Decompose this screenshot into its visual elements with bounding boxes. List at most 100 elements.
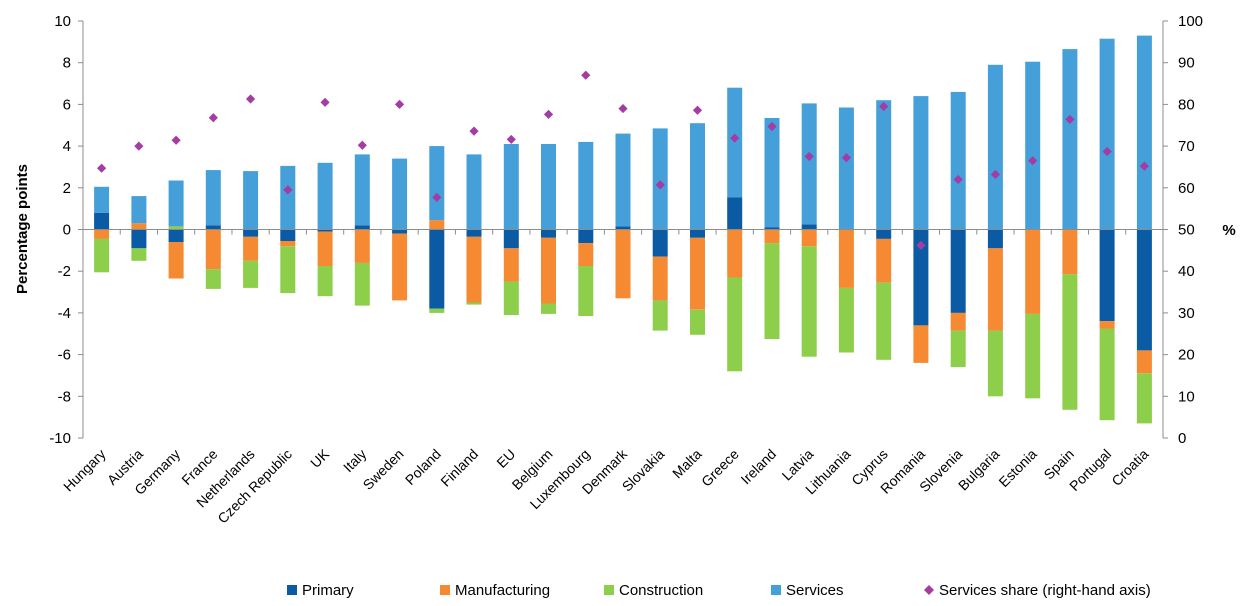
services-share-marker-denmark [618,103,628,114]
services-share-marker-malta [692,105,703,115]
bar-manufacturing-hungary [94,229,110,239]
bar-construction-ireland [764,243,780,339]
services-share-marker-czech-republic [283,185,293,195]
bar-construction-spain [1062,274,1078,410]
y2-tick-label: 50 [1178,222,1195,239]
bar-construction-belgium [541,303,556,314]
services-share-marker-netherlands [245,94,256,104]
bar-primary-netherlands [243,229,259,237]
bar-services-lithuania [838,107,854,230]
y2-tick-label: 60 [1178,180,1195,197]
bar-primary-denmark [615,226,631,230]
bar-construction-latvia [801,246,817,357]
bar-manufacturing-lithuania [838,229,854,288]
bar-construction-slovakia [652,300,668,331]
bar-manufacturing-spain [1062,229,1078,275]
services-share-marker-poland [432,192,442,202]
y-axis-title: Percentage points [14,164,31,294]
bar-services-malta [690,123,705,230]
bar-services-austria [131,196,147,224]
bar-primary-malta [690,229,705,238]
legend-swatch-construction [604,585,614,595]
bar-manufacturing-belgium [541,237,556,304]
bar-primary-croatia [1136,229,1152,351]
bar-construction-uk [317,266,333,297]
bar-construction-luxembourg [578,266,594,316]
bar-construction-france [205,269,221,289]
bar-services-luxembourg [578,141,594,230]
bar-primary-germany [168,229,184,242]
services-share-marker-france [208,113,218,123]
bar-manufacturing-france [205,229,221,270]
services-share-marker-uk [320,97,330,107]
bar-services-uk [317,162,333,230]
services-share-marker-latvia [804,151,814,162]
y-tick-label: -10 [49,430,71,447]
bar-primary-latvia [801,224,817,230]
bar-manufacturing-sweden [392,233,408,301]
bar-construction-germany [168,226,184,230]
bar-manufacturing-portugal [1099,321,1115,329]
bar-primary-ireland [764,227,780,230]
legend-label: Construction [619,582,703,599]
bar-manufacturing-malta [690,237,705,310]
bar-primary-portugal [1099,229,1115,322]
x-tick-label: Sweden [360,446,407,493]
services-share-marker-germany [171,135,181,145]
bars-layer [94,35,1152,424]
bar-manufacturing-romania [913,325,929,363]
bar-manufacturing-germany [168,242,184,279]
bar-manufacturing-uk [317,231,333,266]
bar-construction-cyprus [876,282,892,360]
bar-manufacturing-bulgaria [987,248,1003,331]
legend-label: Primary [302,582,354,599]
services-share-marker-romania [916,240,926,250]
bar-manufacturing-eu [503,248,519,282]
y-tick-label: -2 [58,263,71,280]
x-tick-label: Ireland [738,446,780,488]
bar-services-france [205,170,221,226]
services-share-marker-italy [357,140,367,150]
bar-primary-austria [131,229,147,249]
bar-construction-estonia [1025,313,1041,399]
bar-primary-hungary [94,212,110,230]
services-share-marker-slovenia [953,174,963,185]
bar-services-romania [913,96,929,230]
bar-construction-bulgaria [987,330,1003,397]
y-tick-label: 4 [63,138,71,155]
bar-manufacturing-luxembourg [578,243,594,266]
bar-manufacturing-italy [354,229,370,263]
y2-tick-label: 90 [1178,55,1195,72]
x-tick-label: Italy [340,446,369,475]
bar-manufacturing-finland [466,236,482,303]
bar-manufacturing-greece [727,229,743,278]
bar-construction-lithuania [838,287,854,353]
y2-axis-title: % [1222,222,1235,239]
bar-primary-uk [317,229,333,232]
bar-primary-france [205,225,221,230]
bar-primary-eu [503,229,519,249]
services-share-marker-spain [1065,114,1075,125]
services-share-marker-croatia [1139,161,1149,171]
bar-construction-eu [503,281,519,315]
bar-primary-sweden [392,229,408,234]
services-share-marker-sweden [394,99,405,109]
bar-primary-greece [727,197,743,230]
x-tick-label: Finland [437,446,481,490]
bar-manufacturing-czech-republic [280,241,296,247]
bar-services-eu [503,144,519,230]
y2-tick-label: 20 [1178,347,1195,364]
bar-manufacturing-netherlands [243,236,259,261]
bar-manufacturing-slovenia [950,312,966,331]
x-tick-label: EU [493,446,518,471]
bar-services-belgium [541,144,556,230]
bar-construction-czech-republic [280,246,296,294]
bar-services-estonia [1025,61,1041,230]
bar-primary-cyprus [876,229,892,239]
y2-tick-label: 30 [1178,305,1195,322]
services-share-marker-bulgaria [990,169,1001,180]
legend-label: Services [786,582,844,599]
legend-label: Services share (right-hand axis) [939,582,1151,599]
